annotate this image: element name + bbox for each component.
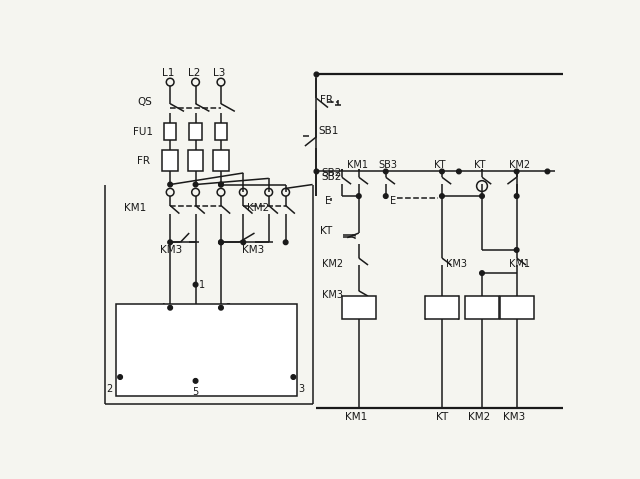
Bar	[164, 123, 176, 140]
Text: KM3: KM3	[242, 245, 264, 255]
Text: FU1: FU1	[133, 127, 153, 137]
Bar	[215, 123, 227, 140]
Circle shape	[515, 169, 519, 174]
Bar	[465, 296, 499, 319]
Circle shape	[480, 194, 484, 198]
Text: KM2: KM2	[468, 412, 490, 422]
Text: KM3: KM3	[446, 259, 467, 269]
Circle shape	[284, 240, 288, 245]
Text: QS: QS	[138, 97, 153, 107]
Bar	[188, 150, 204, 171]
Text: E: E	[325, 196, 331, 206]
Text: 6: 6	[224, 303, 230, 313]
Circle shape	[193, 182, 198, 187]
Text: 3: 3	[299, 384, 305, 394]
Circle shape	[314, 72, 319, 77]
Text: KM2: KM2	[322, 259, 343, 269]
Text: KM2: KM2	[247, 203, 269, 213]
Text: 2: 2	[106, 384, 113, 394]
Circle shape	[118, 375, 122, 379]
Text: KT: KT	[436, 412, 448, 422]
Circle shape	[314, 169, 319, 174]
Text: SB2: SB2	[322, 168, 342, 178]
Circle shape	[219, 306, 223, 310]
Text: 4: 4	[159, 303, 166, 313]
Text: E: E	[390, 196, 396, 206]
Text: L1: L1	[163, 68, 175, 78]
Bar	[163, 150, 178, 171]
Text: 5: 5	[193, 388, 199, 398]
Text: L2: L2	[188, 68, 200, 78]
Text: FR: FR	[137, 156, 150, 166]
Circle shape	[356, 194, 361, 198]
Bar	[213, 150, 228, 171]
Circle shape	[440, 194, 444, 198]
Bar	[116, 304, 297, 396]
Text: L3: L3	[213, 68, 226, 78]
Text: KM1: KM1	[124, 203, 146, 213]
Text: FR: FR	[320, 95, 333, 105]
Circle shape	[193, 378, 198, 383]
Text: KT: KT	[435, 160, 446, 170]
Text: KM3: KM3	[322, 290, 343, 300]
Text: KM1: KM1	[509, 259, 530, 269]
Circle shape	[219, 182, 223, 187]
Text: KM3: KM3	[503, 412, 525, 422]
Circle shape	[241, 240, 246, 245]
Circle shape	[515, 248, 519, 252]
Text: KM2: KM2	[509, 160, 530, 170]
Text: KM1: KM1	[348, 160, 368, 170]
Circle shape	[219, 182, 223, 187]
Text: KT: KT	[320, 226, 333, 236]
Bar	[500, 296, 534, 319]
Circle shape	[383, 194, 388, 198]
Text: KM1: KM1	[345, 412, 367, 422]
Text: KT: KT	[474, 160, 486, 170]
Circle shape	[480, 271, 484, 275]
Circle shape	[168, 306, 172, 310]
Circle shape	[291, 375, 296, 379]
Text: SB3: SB3	[378, 160, 397, 170]
Circle shape	[219, 240, 223, 245]
Text: SB2: SB2	[322, 172, 342, 182]
Circle shape	[168, 240, 172, 245]
Circle shape	[545, 169, 550, 174]
Text: KM3: KM3	[160, 245, 182, 255]
Circle shape	[219, 240, 223, 245]
Bar	[425, 296, 459, 319]
Bar	[342, 296, 376, 319]
Text: SB1: SB1	[319, 126, 339, 136]
Circle shape	[168, 182, 172, 187]
Circle shape	[383, 169, 388, 174]
Circle shape	[515, 194, 519, 198]
Circle shape	[193, 282, 198, 287]
Text: 1: 1	[198, 280, 205, 290]
Bar	[189, 123, 202, 140]
Circle shape	[456, 169, 461, 174]
Circle shape	[440, 169, 444, 174]
